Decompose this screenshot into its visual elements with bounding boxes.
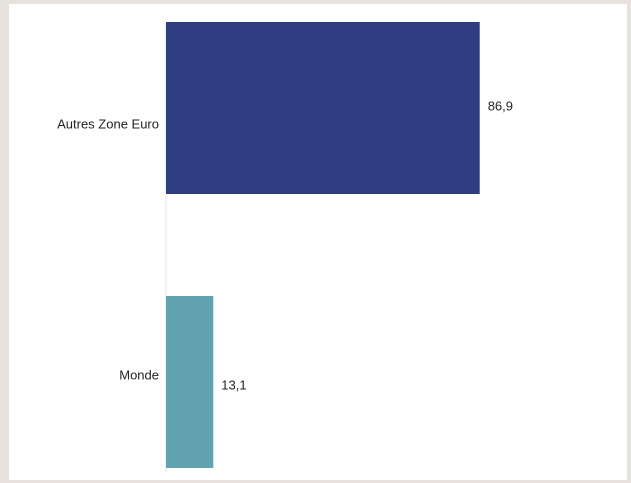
chart-panel: Autres Zone Euro 86,9 Monde 13,1	[9, 4, 627, 480]
value-label-0: 86,9	[488, 98, 513, 113]
category-label-0: Autres Zone Euro	[57, 116, 159, 131]
labels-group: Autres Zone Euro 86,9 Monde 13,1	[57, 98, 513, 392]
value-label-1: 13,1	[221, 377, 246, 392]
category-label-1: Monde	[119, 367, 159, 382]
bar-0	[166, 22, 480, 194]
bars-group	[166, 22, 480, 468]
bar-chart: Autres Zone Euro 86,9 Monde 13,1	[57, 22, 513, 472]
bar-1	[166, 296, 214, 468]
